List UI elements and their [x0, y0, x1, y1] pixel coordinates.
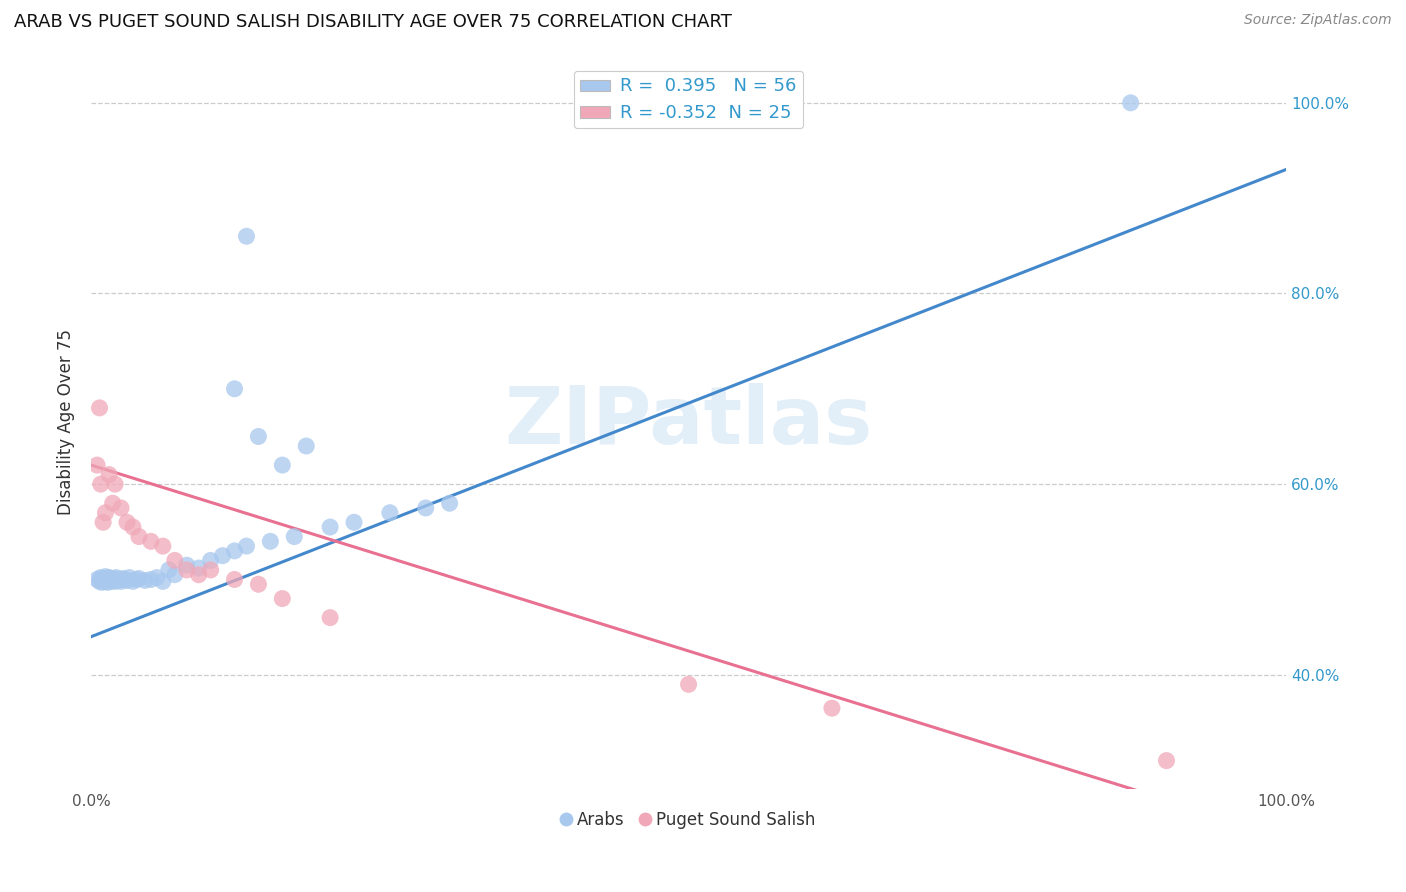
Point: [114, 573, 136, 587]
Point: [98, 573, 121, 587]
Text: Source: ZipAtlas.com: Source: ZipAtlas.com: [1244, 13, 1392, 28]
Point: [139, 573, 162, 587]
Point: [91, 574, 114, 588]
Point: [90, 477, 112, 491]
Point: [271, 591, 294, 606]
Point: [89, 401, 111, 415]
Point: [176, 558, 198, 573]
Point: [118, 571, 141, 585]
Point: [378, 506, 401, 520]
Point: [105, 571, 128, 585]
Point: [90, 575, 112, 590]
Point: [122, 520, 145, 534]
Point: [128, 530, 150, 544]
Point: [163, 553, 186, 567]
Point: [86, 573, 108, 587]
Point: [224, 382, 246, 396]
Point: [1156, 754, 1178, 768]
Text: ZIPatlas: ZIPatlas: [505, 384, 873, 461]
Point: [259, 534, 281, 549]
Point: [439, 496, 461, 510]
Point: [98, 467, 121, 482]
Point: [101, 496, 124, 510]
Point: [86, 458, 108, 472]
Point: [134, 574, 156, 588]
Point: [295, 439, 318, 453]
Point: [157, 563, 180, 577]
Point: [122, 574, 145, 589]
Point: [187, 561, 209, 575]
Point: [107, 574, 129, 588]
Point: [152, 539, 174, 553]
Point: [224, 544, 246, 558]
Point: [96, 574, 118, 588]
Point: [187, 567, 209, 582]
Point: [110, 574, 132, 589]
Point: [98, 574, 121, 589]
Point: [319, 610, 342, 624]
Point: [319, 520, 342, 534]
Point: [94, 569, 117, 583]
Point: [107, 573, 129, 587]
Point: [93, 573, 115, 587]
Point: [97, 575, 120, 590]
Point: [125, 573, 148, 587]
Point: [97, 572, 120, 586]
Point: [128, 572, 150, 586]
Point: [115, 516, 138, 530]
Point: [200, 553, 222, 567]
Point: [283, 530, 305, 544]
Point: [90, 571, 112, 585]
Point: [247, 577, 270, 591]
Point: [678, 677, 700, 691]
Point: [271, 458, 294, 472]
Point: [211, 549, 233, 563]
Point: [104, 574, 127, 589]
Point: [91, 572, 114, 586]
Point: [200, 563, 222, 577]
Point: [94, 506, 117, 520]
Point: [139, 534, 162, 549]
Point: [94, 574, 117, 589]
Point: [101, 572, 124, 586]
Point: [110, 500, 132, 515]
Point: [152, 574, 174, 589]
Point: [100, 573, 122, 587]
Point: [821, 701, 844, 715]
Y-axis label: Disability Age Over 75: Disability Age Over 75: [58, 329, 75, 516]
Point: [235, 539, 257, 553]
Point: [146, 571, 169, 585]
Text: ARAB VS PUGET SOUND SALISH DISABILITY AGE OVER 75 CORRELATION CHART: ARAB VS PUGET SOUND SALISH DISABILITY AG…: [14, 13, 733, 31]
Point: [224, 573, 246, 587]
Point: [104, 477, 127, 491]
Point: [101, 574, 124, 588]
Point: [247, 429, 270, 443]
Point: [91, 516, 114, 530]
Point: [112, 572, 135, 586]
Point: [163, 567, 186, 582]
Point: [103, 573, 125, 587]
Point: [89, 574, 111, 589]
Point: [115, 574, 138, 588]
Legend: Arabs, Puget Sound Salish: Arabs, Puget Sound Salish: [555, 805, 823, 836]
Point: [176, 563, 198, 577]
Point: [235, 229, 257, 244]
Point: [1119, 95, 1142, 110]
Point: [98, 571, 121, 585]
Point: [415, 500, 437, 515]
Point: [343, 516, 366, 530]
